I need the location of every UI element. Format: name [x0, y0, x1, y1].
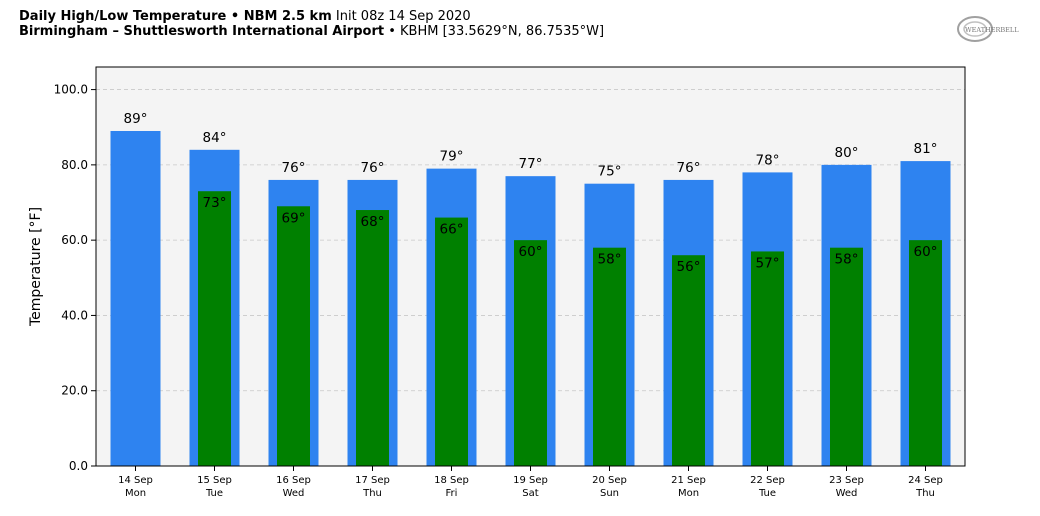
x-tick-day: Wed — [836, 488, 858, 499]
x-tick-day: Sat — [522, 488, 538, 499]
low-temp-bar — [751, 251, 784, 466]
low-temp-bar — [593, 247, 626, 466]
x-tick-date: 15 Sep — [197, 475, 232, 486]
y-tick-label: 40.0 — [61, 308, 88, 322]
location-details: • KBHM [33.5629°N, 86.7535°W] — [388, 24, 605, 39]
high-temp-label: 89° — [124, 111, 148, 127]
chart-title-init: Init 08z 14 Sep 2020 — [335, 9, 471, 24]
x-tick-day: Mon — [678, 488, 699, 499]
x-tick-day: Sun — [600, 488, 619, 499]
low-temp-label: 58° — [598, 252, 622, 268]
x-tick-date: 21 Sep — [671, 475, 706, 486]
high-temp-label: 75° — [598, 164, 622, 180]
high-temp-label: 76° — [677, 160, 701, 176]
low-temp-label: 60° — [519, 244, 543, 260]
x-tick-day: Tue — [758, 488, 776, 499]
high-temp-label: 78° — [756, 152, 780, 168]
low-temp-label: 58° — [835, 252, 859, 268]
x-tick-day: Tue — [205, 488, 223, 499]
x-tick-date: 20 Sep — [592, 475, 627, 486]
x-tick-date: 24 Sep — [908, 475, 943, 486]
chart-title-block: Daily High/Low Temperature • NBM 2.5 km … — [19, 9, 604, 39]
x-tick-day: Thu — [362, 488, 382, 499]
plot-area: 0.0 20.0 40.0 60.0 80.0 100.0 Temperature [°F]… — [28, 66, 966, 499]
x-tick-day: Wed — [283, 488, 305, 499]
low-temp-label: 56° — [677, 259, 701, 275]
x-tick-day: Fri — [446, 488, 458, 499]
low-temp-label: 73° — [203, 195, 227, 211]
low-temp-bar — [514, 240, 547, 466]
low-temp-label: 57° — [756, 255, 780, 271]
low-temp-label: 68° — [361, 214, 385, 230]
x-tick-date: 23 Sep — [829, 475, 864, 486]
chart-subtitle: Birmingham – Shuttlesworth International… — [19, 24, 604, 39]
low-temp-label: 60° — [914, 244, 938, 260]
low-temp-bar — [672, 255, 705, 466]
low-temp-bar — [435, 217, 468, 466]
low-temp-bar — [198, 191, 231, 466]
x-tick-date: 19 Sep — [513, 475, 548, 486]
high-temp-label: 84° — [203, 130, 227, 146]
y-tick-label: 0.0 — [69, 459, 88, 473]
location-name: Birmingham – Shuttlesworth International… — [19, 24, 385, 39]
low-temp-bar — [830, 247, 863, 466]
y-tick-label: 60.0 — [61, 233, 88, 247]
high-temp-label: 76° — [361, 160, 385, 176]
high-temp-label: 77° — [519, 156, 543, 172]
low-temp-label: 66° — [440, 222, 464, 238]
x-tick-day: Thu — [915, 488, 935, 499]
plot-frame — [95, 66, 966, 467]
high-temp-label: 81° — [914, 141, 938, 157]
low-temp-bar — [909, 240, 942, 466]
y-tick-label: 100.0 — [54, 83, 88, 97]
chart-title-main: Daily High/Low Temperature • NBM 2.5 km — [19, 9, 332, 24]
high-temp-bar — [110, 130, 161, 466]
x-tick-date: 14 Sep — [118, 475, 153, 486]
high-temp-label: 79° — [440, 149, 464, 165]
x-tick-date: 18 Sep — [434, 475, 469, 486]
y-tick-label: 20.0 — [61, 384, 88, 398]
high-temp-label: 76° — [282, 160, 306, 176]
high-temp-label: 80° — [835, 145, 859, 161]
low-temp-bar — [356, 210, 389, 466]
x-tick-date: 16 Sep — [276, 475, 311, 486]
low-temp-label: 69° — [282, 210, 306, 226]
low-temp-bar — [277, 206, 310, 466]
chart-title: Daily High/Low Temperature • NBM 2.5 km … — [19, 9, 604, 24]
x-tick-date: 22 Sep — [750, 475, 785, 486]
y-tick-label: 80.0 — [61, 158, 88, 172]
x-tick-date: 17 Sep — [355, 475, 390, 486]
x-tick-day: Mon — [125, 488, 146, 499]
logo-text: WEATHERBELL — [965, 26, 1019, 34]
weatherbell-logo-icon: WEATHERBELL — [957, 16, 1019, 42]
y-axis-label: Temperature [°F] — [28, 207, 44, 327]
